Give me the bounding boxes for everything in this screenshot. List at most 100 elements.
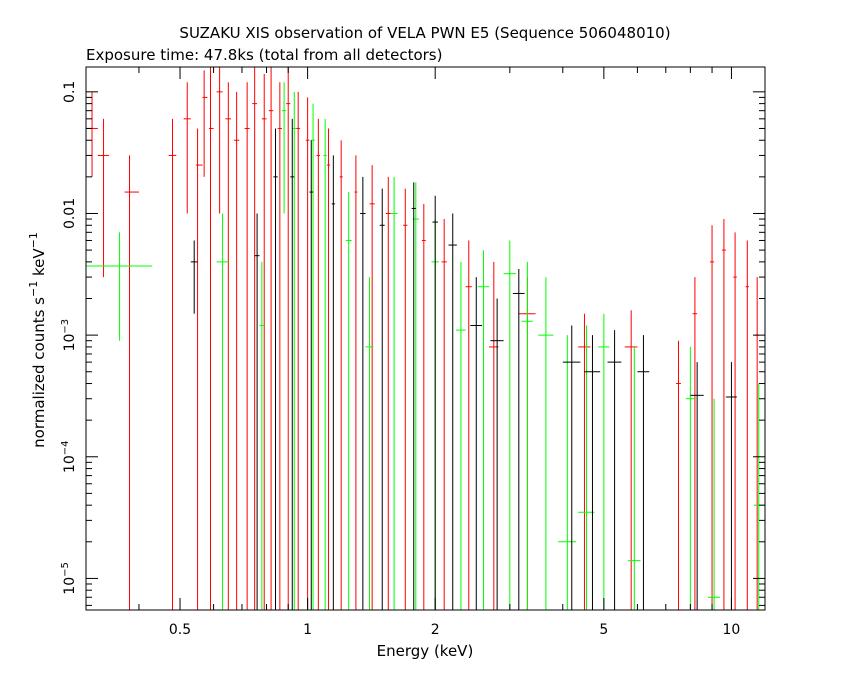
data-point bbox=[465, 240, 472, 610]
data-point bbox=[354, 155, 358, 610]
data-point bbox=[403, 188, 408, 610]
data-point bbox=[316, 118, 321, 610]
data-point bbox=[441, 219, 447, 610]
data-point bbox=[195, 128, 203, 610]
data-point bbox=[323, 118, 327, 610]
data-point bbox=[725, 362, 737, 610]
data-point bbox=[456, 261, 466, 610]
data-point bbox=[676, 340, 681, 610]
y-tick-label: 0.01 bbox=[62, 198, 78, 229]
data-point bbox=[86, 232, 153, 341]
data-point bbox=[259, 261, 265, 610]
data-point bbox=[637, 335, 650, 610]
x-axis: 0.5 1 2 5 10 bbox=[85, 67, 741, 638]
data-point bbox=[97, 118, 110, 278]
data-point bbox=[339, 140, 343, 610]
data-point bbox=[421, 203, 426, 610]
data-point bbox=[296, 91, 301, 610]
data-point bbox=[254, 213, 260, 610]
data-point bbox=[369, 165, 375, 610]
x-tick-label: 1 bbox=[303, 622, 312, 638]
data-point bbox=[390, 176, 398, 610]
data-point bbox=[309, 140, 314, 610]
x-tick-label: 5 bbox=[599, 622, 608, 638]
data-point bbox=[360, 176, 366, 610]
data-point bbox=[305, 97, 310, 610]
data-point bbox=[385, 176, 391, 610]
y-tick-base: 10 bbox=[62, 455, 78, 473]
y-axis: 10−510−410−30.010.1 bbox=[60, 81, 765, 606]
data-point bbox=[521, 261, 533, 610]
data-point bbox=[244, 82, 250, 610]
data-point bbox=[432, 195, 438, 610]
data-point bbox=[607, 330, 622, 610]
data-point bbox=[290, 118, 295, 610]
data-point bbox=[624, 310, 638, 610]
data-point bbox=[598, 313, 610, 610]
data-point bbox=[365, 277, 374, 610]
data-point bbox=[709, 225, 715, 610]
data-point bbox=[183, 82, 191, 214]
data-point bbox=[721, 219, 726, 610]
x-tick-label: 10 bbox=[723, 622, 741, 638]
y-axis-label-main: normalized counts s bbox=[30, 297, 48, 448]
data-point bbox=[326, 128, 331, 610]
data-point bbox=[273, 128, 278, 610]
data-point bbox=[448, 213, 457, 610]
data-point bbox=[331, 155, 335, 610]
data-point bbox=[190, 240, 198, 314]
y-tick-label: 10−5 bbox=[60, 562, 78, 595]
y-tick-label: 0.1 bbox=[62, 81, 78, 103]
data-point bbox=[311, 103, 315, 610]
data-point bbox=[233, 91, 240, 610]
data-point bbox=[286, 67, 291, 610]
y-tick-exponent: −4 bbox=[60, 440, 71, 455]
data-point bbox=[470, 277, 483, 610]
data-point bbox=[685, 346, 695, 610]
data-point bbox=[277, 82, 282, 610]
data-point bbox=[216, 67, 223, 214]
data-point bbox=[690, 362, 704, 610]
data-point bbox=[578, 313, 591, 610]
chart-subtitle: Exposure time: 47.8ks (total from all de… bbox=[86, 46, 442, 64]
data-point bbox=[208, 67, 214, 610]
x-tick-label: 2 bbox=[431, 622, 440, 638]
data-point bbox=[538, 277, 554, 610]
data-point bbox=[292, 91, 297, 610]
x-tick-label: 0.5 bbox=[169, 622, 191, 638]
data-point bbox=[503, 240, 516, 610]
data-point bbox=[168, 118, 177, 610]
data-point bbox=[411, 182, 416, 610]
data-point bbox=[202, 70, 208, 177]
data-point bbox=[512, 268, 525, 610]
data-point bbox=[345, 192, 352, 610]
data-point bbox=[252, 67, 258, 610]
data-point bbox=[124, 155, 139, 610]
data-point bbox=[490, 298, 504, 610]
data-point bbox=[733, 232, 737, 610]
y-tick-base: 10 bbox=[62, 334, 78, 352]
y-tick-exponent: −3 bbox=[60, 319, 71, 334]
data-point bbox=[379, 188, 385, 610]
plot-frame bbox=[85, 66, 766, 611]
series-2 bbox=[190, 118, 737, 610]
data-point bbox=[707, 398, 721, 610]
y-axis-label-exp2: −1 bbox=[27, 232, 40, 248]
data-point bbox=[562, 325, 581, 610]
data-point bbox=[281, 82, 287, 214]
data-point bbox=[745, 240, 749, 610]
y-tick-exponent: −5 bbox=[60, 562, 71, 577]
series-layer bbox=[86, 67, 765, 610]
series-0 bbox=[86, 67, 759, 610]
data-point bbox=[261, 74, 267, 610]
data-point bbox=[558, 335, 577, 610]
data-point bbox=[692, 277, 698, 610]
y-axis-label-unit: keV bbox=[30, 248, 48, 281]
x-axis-label: Energy (keV) bbox=[377, 642, 474, 660]
chart-title: SUZAKU XIS observation of VELA PWN E5 (S… bbox=[179, 24, 670, 42]
data-point bbox=[225, 82, 232, 610]
y-axis-label: normalized counts s−1 keV−1 bbox=[27, 232, 48, 448]
data-point bbox=[216, 213, 229, 610]
